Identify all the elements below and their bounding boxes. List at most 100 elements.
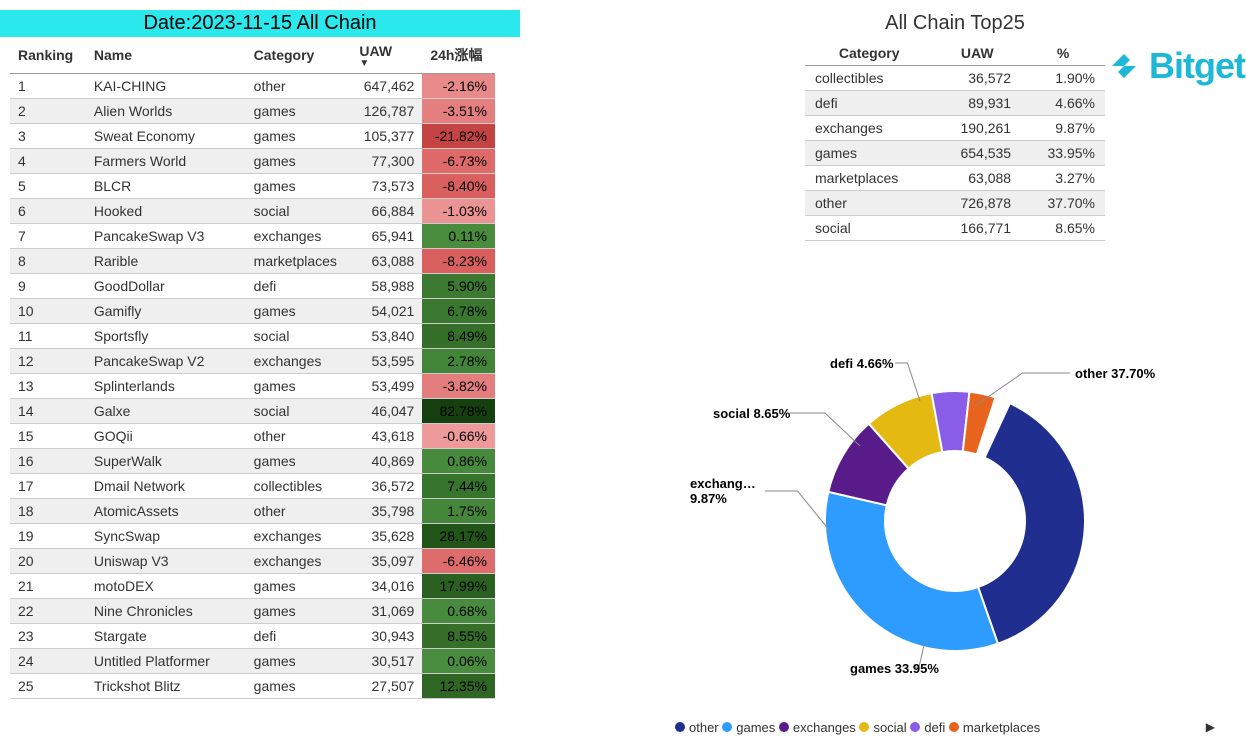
table-row[interactable]: other726,87837.70% [805, 191, 1105, 216]
cell-cat: games [805, 141, 933, 166]
table-row[interactable]: 3Sweat Economygames105,377-21.82% [10, 124, 495, 149]
table-row[interactable]: 15GOQiiother43,618-0.66% [10, 424, 495, 449]
table-row[interactable]: 12PancakeSwap V2exchanges53,5952.78% [10, 349, 495, 374]
legend-more-icon[interactable]: ▶ [1206, 720, 1235, 734]
col-cat-uaw[interactable]: UAW [933, 41, 1021, 66]
cell-name: Hooked [86, 199, 246, 224]
cell-rank: 18 [10, 499, 86, 524]
table-row[interactable]: 7PancakeSwap V3exchanges65,9410.11% [10, 224, 495, 249]
table-row[interactable]: marketplaces63,0883.27% [805, 166, 1105, 191]
col-name[interactable]: Name [86, 37, 246, 74]
table-row[interactable]: 18AtomicAssetsother35,7981.75% [10, 499, 495, 524]
table-row[interactable]: 17Dmail Networkcollectibles36,5727.44% [10, 474, 495, 499]
cell-change: -8.23% [422, 249, 495, 274]
legend-item-social[interactable]: social [859, 720, 906, 735]
cell-cat-pct: 33.95% [1021, 141, 1105, 166]
table-row[interactable]: defi89,9314.66% [805, 91, 1105, 116]
legend-item-other[interactable]: other [675, 720, 719, 735]
table-row[interactable]: 13Splinterlandsgames53,499-3.82% [10, 374, 495, 399]
table-row[interactable]: 11Sportsflysocial53,8408.49% [10, 324, 495, 349]
table-row[interactable]: 14Galxesocial46,04782.78% [10, 399, 495, 424]
slice-label-other: other 37.70% [1075, 366, 1155, 381]
cell-name: PancakeSwap V2 [86, 349, 246, 374]
cell-cat: social [805, 216, 933, 241]
table-row[interactable]: 19SyncSwapexchanges35,62828.17% [10, 524, 495, 549]
cell-change: -3.51% [422, 99, 495, 124]
cell-category: other [246, 74, 352, 99]
cell-category: other [246, 499, 352, 524]
table-row[interactable]: 23Stargatedefi30,9438.55% [10, 624, 495, 649]
table-row[interactable]: games654,53533.95% [805, 141, 1105, 166]
legend-dot-icon [722, 722, 732, 732]
cell-rank: 10 [10, 299, 86, 324]
table-row[interactable]: 4Farmers Worldgames77,300-6.73% [10, 149, 495, 174]
cell-category: marketplaces [246, 249, 352, 274]
cell-name: Alien Worlds [86, 99, 246, 124]
col-cat[interactable]: Category [805, 41, 933, 66]
table-row[interactable]: 9GoodDollardefi58,9885.90% [10, 274, 495, 299]
cell-name: Uniswap V3 [86, 549, 246, 574]
page-title: Date:2023-11-15 All Chain [0, 10, 520, 37]
cell-uaw: 35,798 [351, 499, 422, 524]
cell-rank: 8 [10, 249, 86, 274]
table-row[interactable]: collectibles36,5721.90% [805, 66, 1105, 91]
cell-cat-pct: 4.66% [1021, 91, 1105, 116]
table-row[interactable]: 24Untitled Platformergames30,5170.06% [10, 649, 495, 674]
col-uaw[interactable]: UAW▼ [351, 37, 422, 74]
cell-change: 82.78% [422, 399, 495, 424]
cell-change: 7.44% [422, 474, 495, 499]
table-row[interactable]: 10Gamiflygames54,0216.78% [10, 299, 495, 324]
cell-uaw: 73,573 [351, 174, 422, 199]
cell-name: SyncSwap [86, 524, 246, 549]
cell-uaw: 31,069 [351, 599, 422, 624]
table-row[interactable]: exchanges190,2619.87% [805, 116, 1105, 141]
cell-rank: 3 [10, 124, 86, 149]
summary-panel: All Chain Top25 Category UAW % collectib… [675, 10, 1235, 741]
cell-name: Farmers World [86, 149, 246, 174]
legend-item-defi[interactable]: defi [910, 720, 945, 735]
table-row[interactable]: 16SuperWalkgames40,8690.86% [10, 449, 495, 474]
cell-category: defi [246, 274, 352, 299]
cell-category: social [246, 324, 352, 349]
table-row[interactable]: 1KAI-CHINGother647,462-2.16% [10, 74, 495, 99]
cell-cat-uaw: 166,771 [933, 216, 1021, 241]
table-row[interactable]: 21motoDEXgames34,01617.99% [10, 574, 495, 599]
col-ranking[interactable]: Ranking [10, 37, 86, 74]
slice-label-exchanges: exchang…9.87% [690, 476, 756, 506]
col-change[interactable]: 24h涨幅 [422, 37, 495, 74]
cell-uaw: 40,869 [351, 449, 422, 474]
table-row[interactable]: 20Uniswap V3exchanges35,097-6.46% [10, 549, 495, 574]
cell-rank: 1 [10, 74, 86, 99]
table-row[interactable]: 5BLCRgames73,573-8.40% [10, 174, 495, 199]
legend-label: other [689, 720, 719, 735]
legend-dot-icon [859, 722, 869, 732]
table-row[interactable]: 8Rariblemarketplaces63,088-8.23% [10, 249, 495, 274]
table-row[interactable]: 6Hookedsocial66,884-1.03% [10, 199, 495, 224]
cell-name: Dmail Network [86, 474, 246, 499]
col-cat-pct[interactable]: % [1021, 41, 1105, 66]
cell-uaw: 43,618 [351, 424, 422, 449]
cell-change: -3.82% [422, 374, 495, 399]
legend-item-exchanges[interactable]: exchanges [779, 720, 856, 735]
table-row[interactable]: 25Trickshot Blitzgames27,50712.35% [10, 674, 495, 699]
cell-rank: 11 [10, 324, 86, 349]
cell-rank: 24 [10, 649, 86, 674]
cell-rank: 23 [10, 624, 86, 649]
legend-item-games[interactable]: games [722, 720, 775, 735]
cell-name: BLCR [86, 174, 246, 199]
cell-category: social [246, 399, 352, 424]
cell-category: games [246, 574, 352, 599]
cell-name: GoodDollar [86, 274, 246, 299]
legend-item-marketplaces[interactable]: marketplaces [949, 720, 1040, 735]
table-row[interactable]: 2Alien Worldsgames126,787-3.51% [10, 99, 495, 124]
table-row[interactable]: social166,7718.65% [805, 216, 1105, 241]
legend-dot-icon [910, 722, 920, 732]
cell-name: AtomicAssets [86, 499, 246, 524]
cell-cat: other [805, 191, 933, 216]
cell-category: games [246, 649, 352, 674]
cell-change: -21.82% [422, 124, 495, 149]
cell-uaw: 53,595 [351, 349, 422, 374]
cell-name: Sportsfly [86, 324, 246, 349]
col-category[interactable]: Category [246, 37, 352, 74]
table-row[interactable]: 22Nine Chroniclesgames31,0690.68% [10, 599, 495, 624]
